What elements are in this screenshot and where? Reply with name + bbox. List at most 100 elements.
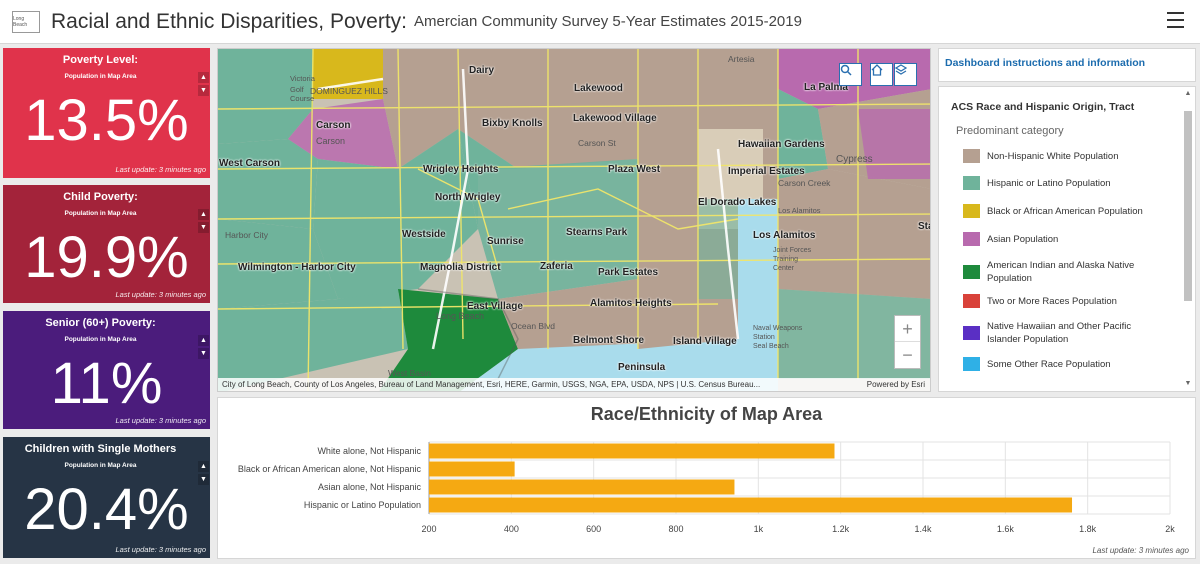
chevron-up-icon[interactable]: ▲ bbox=[198, 209, 209, 220]
legend-title: ACS Race and Hispanic Origin, Tract bbox=[951, 101, 1135, 113]
indicator-subtitle: Population in Map Area bbox=[64, 73, 137, 80]
chart-plot: 200 400 600 800 1k 1.2k 1.4k 1.6k 1.8k 2k White al… bbox=[238, 441, 1175, 534]
hamburger-menu-icon[interactable] bbox=[1167, 12, 1184, 28]
legend-label: Native Hawaiian and Other Pacific Island… bbox=[987, 321, 1132, 345]
indicator-scroll[interactable]: ▲ ▼ bbox=[198, 461, 209, 485]
indicator-updated: Last update: 3 minutes ago bbox=[115, 416, 206, 425]
indicator-child-poverty: Child Poverty: Population in Map Area ▲ ▼… bbox=[3, 185, 210, 303]
dashboard-instructions-link[interactable]: Dashboard instructions and information bbox=[945, 57, 1146, 69]
home-icon[interactable] bbox=[870, 63, 893, 86]
x-tick-label: 800 bbox=[668, 524, 683, 534]
x-tick-label: 1k bbox=[754, 524, 764, 534]
x-tick-label: 200 bbox=[421, 524, 436, 534]
page-subtitle: Amercian Community Survey 5-Year Estimat… bbox=[414, 13, 802, 30]
legend-label: American Indian and Alaska Native Popula… bbox=[987, 260, 1135, 284]
indicator-title: Children with Single Mothers bbox=[24, 443, 177, 455]
indicator-single-mothers: Children with Single Mothers Population … bbox=[3, 437, 210, 558]
legend-item: Native Hawaiian and Other Pacific Island… bbox=[963, 320, 1152, 346]
indicator-title: Senior (60+) Poverty: bbox=[45, 317, 156, 329]
x-tick-label: 1.2k bbox=[832, 524, 850, 534]
x-tick-label: 1.8k bbox=[1079, 524, 1097, 534]
indicator-updated: Last update: 3 minutes ago bbox=[115, 290, 206, 299]
indicator-value: 19.9% bbox=[24, 225, 189, 290]
dashboard-header: Long Beach Racial and Ethnic Disparities… bbox=[0, 0, 1200, 44]
search-icon[interactable] bbox=[839, 63, 862, 86]
indicator-subtitle: Population in Map Area bbox=[64, 336, 137, 343]
legend-panel: ACS Race and Hispanic Origin, Tract Pred… bbox=[938, 86, 1196, 392]
category-label: Black or African American alone, Not His… bbox=[238, 464, 422, 474]
info-panel: Dashboard instructions and information bbox=[938, 48, 1196, 82]
legend-item: Black or African American Population bbox=[963, 204, 1152, 218]
x-tick-label: 400 bbox=[504, 524, 519, 534]
legend-swatch bbox=[963, 176, 980, 190]
legend-item: American Indian and Alaska Native Popula… bbox=[963, 259, 1152, 285]
x-tick-label: 1.4k bbox=[914, 524, 932, 534]
zoom-in-button[interactable]: + bbox=[895, 316, 920, 342]
layers-icon[interactable] bbox=[894, 63, 917, 86]
x-tick-label: 600 bbox=[586, 524, 601, 534]
map-view[interactable]: DOMINGUEZ HILLS Victoria Golf Course Dai… bbox=[217, 48, 931, 392]
chart-updated: Last update: 3 minutes ago bbox=[1092, 546, 1189, 555]
scrollbar-thumb[interactable] bbox=[1184, 111, 1192, 301]
indicator-value: 13.5% bbox=[24, 88, 189, 153]
scroll-down-icon[interactable]: ▼ bbox=[1184, 380, 1192, 387]
category-label: White alone, Not Hispanic bbox=[317, 446, 421, 456]
legend-label: Non-Hispanic White Population bbox=[987, 150, 1119, 162]
indicator-scroll[interactable]: ▲ ▼ bbox=[198, 209, 209, 233]
map-basemap bbox=[218, 49, 930, 391]
attribution-text: City of Long Beach, County of Los Angele… bbox=[222, 380, 761, 389]
map-attribution: City of Long Beach, County of Los Angele… bbox=[218, 378, 930, 391]
legend-label: Hispanic or Latino Population bbox=[987, 177, 1111, 189]
chevron-up-icon[interactable]: ▲ bbox=[198, 335, 209, 346]
indicator-subtitle: Population in Map Area bbox=[64, 210, 137, 217]
indicator-scroll[interactable]: ▲ ▼ bbox=[198, 72, 209, 96]
legend-label: Asian Population bbox=[987, 233, 1059, 245]
chart-bar bbox=[429, 461, 515, 477]
powered-by-esri[interactable]: Powered by Esri bbox=[866, 380, 925, 389]
category-label: Hispanic or Latino Population bbox=[304, 500, 421, 510]
legend-item: Non-Hispanic White Population bbox=[963, 149, 1152, 163]
chart-bar bbox=[429, 497, 1073, 513]
scroll-up-icon[interactable]: ▲ bbox=[1184, 90, 1192, 97]
indicator-senior-poverty: Senior (60+) Poverty: Population in Map … bbox=[3, 311, 210, 429]
legend-item: Two or More Races Population bbox=[963, 294, 1152, 308]
chevron-down-icon[interactable]: ▼ bbox=[198, 348, 209, 359]
legend-label: Two or More Races Population bbox=[987, 295, 1117, 307]
category-label: Asian alone, Not Hispanic bbox=[318, 482, 422, 492]
page-title: Racial and Ethnic Disparities, Poverty: bbox=[51, 9, 407, 33]
zoom-out-button[interactable]: − bbox=[902, 345, 913, 365]
legend-swatch bbox=[963, 204, 980, 218]
legend-swatch bbox=[963, 232, 980, 246]
logo-text: Long Beach bbox=[13, 15, 28, 28]
chart-bar bbox=[429, 479, 735, 495]
indicator-subtitle: Population in Map Area bbox=[64, 462, 137, 469]
legend-subtitle: Predominant category bbox=[956, 125, 1064, 137]
legend-swatch bbox=[963, 149, 980, 163]
legend-swatch bbox=[963, 357, 980, 371]
race-ethnicity-chart: Race/Ethnicity of Map Area 200 400 600 800 1… bbox=[217, 397, 1196, 559]
chart-bar bbox=[429, 443, 835, 459]
x-tick-label: 1.6k bbox=[997, 524, 1015, 534]
indicator-scroll[interactable]: ▲ ▼ bbox=[198, 335, 209, 359]
legend-item: Some Other Race Population bbox=[963, 357, 1152, 371]
chevron-down-icon[interactable]: ▼ bbox=[198, 85, 209, 96]
indicator-value: 20.4% bbox=[24, 477, 189, 542]
legend-swatch bbox=[963, 294, 980, 308]
legend-item: Hispanic or Latino Population bbox=[963, 176, 1152, 190]
indicator-value: 11% bbox=[50, 351, 163, 416]
indicator-title: Poverty Level: bbox=[62, 54, 139, 66]
chevron-down-icon[interactable]: ▼ bbox=[198, 474, 209, 485]
legend-scrollbar[interactable]: ▲ ▼ bbox=[1183, 89, 1193, 389]
chevron-up-icon[interactable]: ▲ bbox=[198, 461, 209, 472]
city-logo: Long Beach bbox=[12, 10, 40, 33]
indicator-updated: Last update: 3 minutes ago bbox=[115, 545, 206, 554]
legend-label: Some Other Race Population bbox=[987, 358, 1111, 370]
x-tick-label: 2k bbox=[1165, 524, 1175, 534]
legend-label: Black or African American Population bbox=[987, 205, 1143, 217]
indicator-updated: Last update: 3 minutes ago bbox=[115, 165, 206, 174]
chevron-down-icon[interactable]: ▼ bbox=[198, 222, 209, 233]
indicator-title: Child Poverty: bbox=[63, 191, 138, 203]
chevron-up-icon[interactable]: ▲ bbox=[198, 72, 209, 83]
zoom-control: + − bbox=[894, 315, 921, 369]
chart-title: Race/Ethnicity of Map Area bbox=[590, 404, 823, 424]
